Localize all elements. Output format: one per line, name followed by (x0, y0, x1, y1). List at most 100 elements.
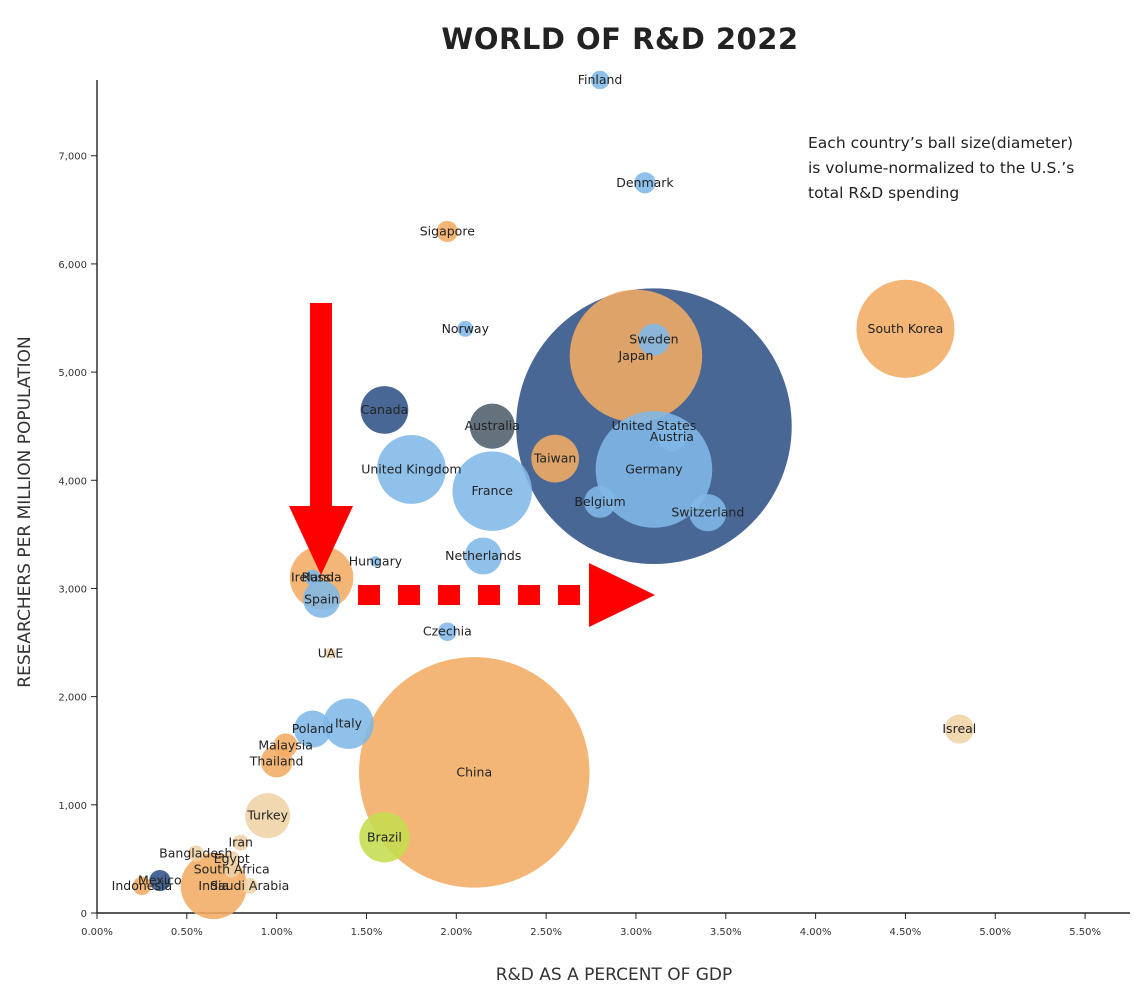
bubble-norway (457, 320, 474, 337)
y-tick-label: 2,000 (58, 693, 87, 704)
bubble-label-south-korea: South Korea (868, 321, 944, 336)
bubble-indonesia (132, 876, 152, 896)
x-tick-label: 1.00% (261, 927, 293, 938)
bubble-malaysia (273, 733, 298, 758)
bubble-label-isreal: Isreal (942, 721, 976, 736)
bubble-label-malaysia: Malaysia (258, 737, 313, 752)
bubble-label-canada: Canada (361, 402, 409, 417)
x-tick-label: 3.00% (620, 927, 652, 938)
bubble-label-poland: Poland (292, 721, 334, 736)
bubble-spain (303, 580, 341, 618)
bubble-label-south-africa: South Africa (194, 862, 270, 877)
annotation-line-3: total R&D spending (808, 184, 959, 202)
bubble-label-netherlands: Netherlands (445, 548, 521, 563)
bubble-label-bangladesh: Bangladesh (159, 846, 232, 861)
down-arrow-shaft (310, 303, 332, 508)
y-axis-label: RESEARCHERS PER MILLION POPULATION (15, 336, 35, 687)
bubble-label-saudi-arabia: Saudi Arabia (210, 878, 289, 893)
bubble-hungary (370, 556, 381, 567)
bubble-labels: United States China Japan Germany South Kore… (112, 72, 977, 893)
bubble-austria (657, 422, 687, 452)
x-axis-label: R&D AS A PERCENT OF GDP (496, 965, 733, 985)
y-tick-label: 6,000 (58, 260, 87, 271)
y-tick-label: 5,000 (58, 368, 87, 379)
bubble-label-china: China (456, 764, 492, 779)
bubble-isreal (944, 714, 974, 744)
bubble-label-uae: UAE (318, 645, 344, 660)
bubble-south-korea (856, 279, 955, 378)
bubble-finland (590, 70, 610, 90)
annotation: Each country’s ball size(diameter) is vo… (808, 134, 1074, 202)
bubble-label-hungary: Hungary (349, 553, 403, 568)
bubble-label-thailand: Thailand (249, 754, 304, 769)
chart-title: WORLD OF R&D 2022 (441, 22, 798, 56)
x-tick-label: 3.50% (710, 927, 742, 938)
bubble-australia (469, 403, 515, 449)
bubble-label-united-states: United States (612, 418, 697, 433)
bubbles (132, 70, 974, 920)
bubble-iran (232, 834, 249, 851)
bubble-label-austria: Austria (650, 429, 694, 444)
x-tick-label: 1.50% (351, 927, 383, 938)
bubble-label-norway: Norway (442, 321, 490, 336)
bubble-label-indonesia: Indonesia (112, 878, 172, 893)
bubble-label-russia: Russia (301, 570, 341, 585)
x-tick-label: 2.50% (530, 927, 562, 938)
bubble-italy (323, 698, 374, 749)
bubble-label-france: France (471, 483, 513, 498)
bubble-united-kingdom (376, 435, 446, 504)
bubble-south-africa (223, 861, 240, 878)
bubble-label-italy: Italy (335, 716, 363, 731)
bubble-label-australia: Australia (465, 418, 520, 433)
y-tick-label: 1,000 (58, 801, 87, 812)
bubble-japan (569, 289, 703, 423)
bubble-sweden (638, 323, 670, 356)
bubble-turkey (245, 793, 291, 839)
bubble-taiwan (531, 434, 579, 483)
bubble-label-denmark: Denmark (616, 175, 674, 190)
bubble-label-united-kingdom: United Kingdom (361, 461, 461, 476)
y-axis: 0 1,000 2,000 3,000 4,000 5,000 6,000 7,000 (58, 80, 98, 920)
bubble-mexico (149, 869, 171, 892)
bubble-label-india: India (198, 878, 229, 893)
bubble-netherlands (464, 537, 502, 575)
dotted-arrow-shaft (358, 585, 580, 605)
bubble-france (452, 451, 532, 531)
x-tick-label: 4.50% (890, 927, 922, 938)
annotation-line-1: Each country’s ball size(diameter) (808, 134, 1073, 152)
bubble-canada (360, 386, 409, 434)
y-ticks: 0 1,000 2,000 3,000 4,000 5,000 6,000 7,000 (58, 152, 97, 920)
bubble-uae (325, 648, 336, 659)
x-tick-label: 0.50% (171, 927, 203, 938)
bubble-poland (294, 710, 332, 748)
down-arrow-head (289, 506, 353, 575)
bubble-label-sigapore: Sigapore (420, 223, 475, 238)
y-tick-label: 0 (81, 909, 87, 920)
y-tick-label: 4,000 (58, 476, 87, 487)
x-tick-label: 5.50% (1069, 927, 1101, 938)
bubble-label-iran: Iran (229, 835, 253, 850)
annotation-line-2: is volume-normalized to the U.S.’s (808, 159, 1074, 177)
bubble-belgium (584, 486, 616, 518)
bubble-label-sweden: Sweden (629, 332, 678, 347)
bubble-sigapore (436, 220, 458, 243)
bubble-czechia (438, 622, 457, 642)
bubble-saudi-arabia (241, 878, 258, 894)
bubble-bangladesh (187, 845, 204, 862)
bubble-label-turkey: Turkey (246, 808, 288, 823)
x-tick-label: 4.00% (800, 927, 832, 938)
bubble-label-germany: Germany (625, 461, 683, 476)
y-tick-label: 3,000 (58, 584, 87, 595)
bubble-label-taiwan: Taiwan (533, 451, 577, 466)
y-tick-label: 7,000 (58, 152, 87, 163)
bubble-label-switzerland: Switzerland (671, 505, 744, 520)
red-arrows-overlay (289, 303, 655, 627)
x-axis: 0.00% 0.50% 1.00% 1.50% 2.00% 2.50% 3.00% 3.50%… (81, 912, 1130, 938)
bubble-ireland (304, 569, 321, 586)
right-arrow-head (589, 563, 655, 627)
bubble-label-brazil: Brazil (367, 829, 402, 844)
bubble-label-egypt: Egypt (214, 851, 250, 866)
bubble-denmark (634, 172, 656, 194)
bubble-label-belgium: Belgium (574, 494, 625, 509)
